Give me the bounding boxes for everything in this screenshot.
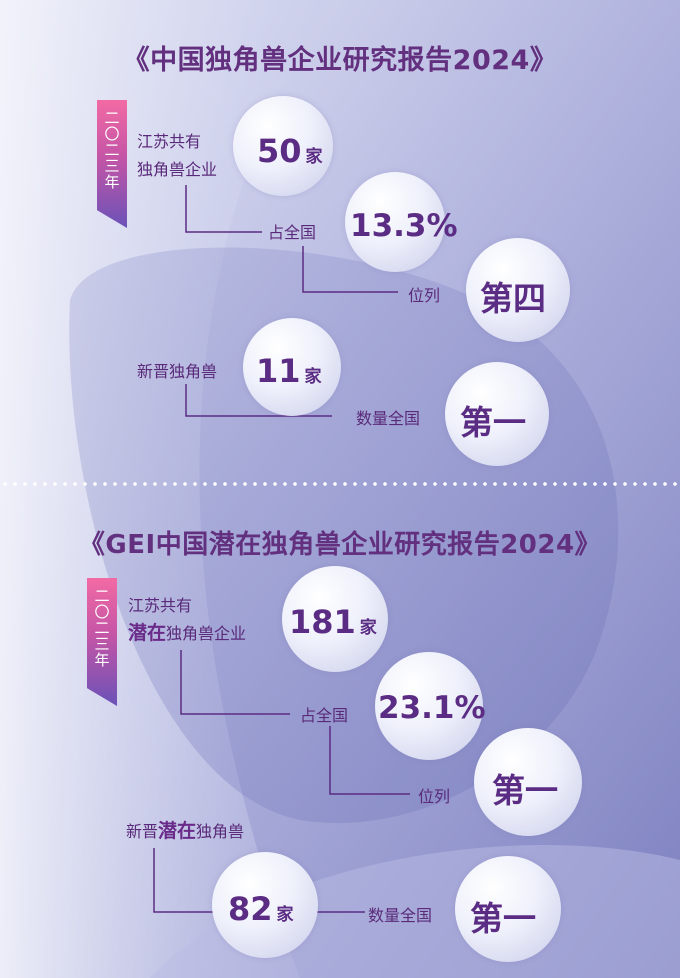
section1-title: 《中国独角兽企业研究报告2024》 xyxy=(122,45,558,76)
section2-rank-label: 位列 xyxy=(418,787,451,806)
section2-new-value: 82 家 xyxy=(228,890,294,928)
section1-new-value: 11 家 xyxy=(256,352,322,390)
section1-count-value: 50 家 xyxy=(257,132,323,170)
section1-new-number: 11 xyxy=(256,352,301,390)
section2-count-label-bold: 潜在 xyxy=(128,622,167,644)
section2-count-label-2: 潜在独角兽企业 xyxy=(128,618,246,645)
section1-year-tag: 二〇二三年 xyxy=(97,100,127,228)
section2-share-value: 23.1% xyxy=(378,690,486,726)
section1-new-rank-circle xyxy=(445,362,549,466)
section2-count-value: 181 家 xyxy=(289,603,377,641)
section1-count-number: 50 xyxy=(257,132,302,170)
section1-new-rank-value: 第一 xyxy=(460,403,526,442)
section2-count-circle xyxy=(282,566,388,672)
section2-title: 《GEI中国潜在独角兽企业研究报告2024》 xyxy=(78,530,602,560)
section1-new-rank-label: 数量全国 xyxy=(356,409,421,428)
section1-share-label: 占全国 xyxy=(268,223,317,242)
section2-new-circle xyxy=(212,852,318,958)
section2-new-rank-label: 数量全国 xyxy=(368,906,433,925)
section2-share-label: 占全国 xyxy=(300,706,349,725)
section1-count-label-1: 江苏共有 xyxy=(137,132,202,151)
section1-new-circle xyxy=(243,318,341,416)
section2-rank-value: 第一 xyxy=(492,771,558,810)
section1-new-unit: 家 xyxy=(304,367,322,387)
section1-new-label: 新晋独角兽 xyxy=(137,362,218,381)
dotted-divider xyxy=(0,481,680,487)
section1-count-circle xyxy=(233,96,333,196)
section2-new-label-pre: 新晋 xyxy=(126,822,159,841)
section2-count-label-1: 江苏共有 xyxy=(128,596,193,615)
section1-count-label-2: 独角兽企业 xyxy=(137,160,218,179)
section1-rank-circle xyxy=(466,238,570,342)
section1-rank-value: 第四 xyxy=(480,279,546,318)
section2-new-rank-value: 第一 xyxy=(470,899,536,938)
section1-rank-label: 位列 xyxy=(408,286,441,305)
section2-count-unit: 家 xyxy=(359,618,377,638)
section2-new-rank-circle xyxy=(455,856,561,962)
section2-share-circle xyxy=(375,652,483,760)
section1-share-value: 13.3% xyxy=(350,208,458,244)
section2-rank-circle xyxy=(474,728,582,836)
section2-count-number: 181 xyxy=(289,603,356,641)
section1-share-circle xyxy=(345,172,445,272)
section2-new-label-bold: 潜在 xyxy=(158,820,197,842)
section1-count-unit: 家 xyxy=(305,147,323,167)
section2-new-number: 82 xyxy=(228,890,273,928)
section2-year-tag: 二〇二三年 xyxy=(87,578,117,706)
section2-new-label-post: 独角兽 xyxy=(196,822,245,841)
section2-new-unit: 家 xyxy=(276,905,294,925)
section2-new-label: 新晋潜在独角兽 xyxy=(126,816,244,843)
section2-count-label-rest: 独角兽企业 xyxy=(166,624,247,643)
